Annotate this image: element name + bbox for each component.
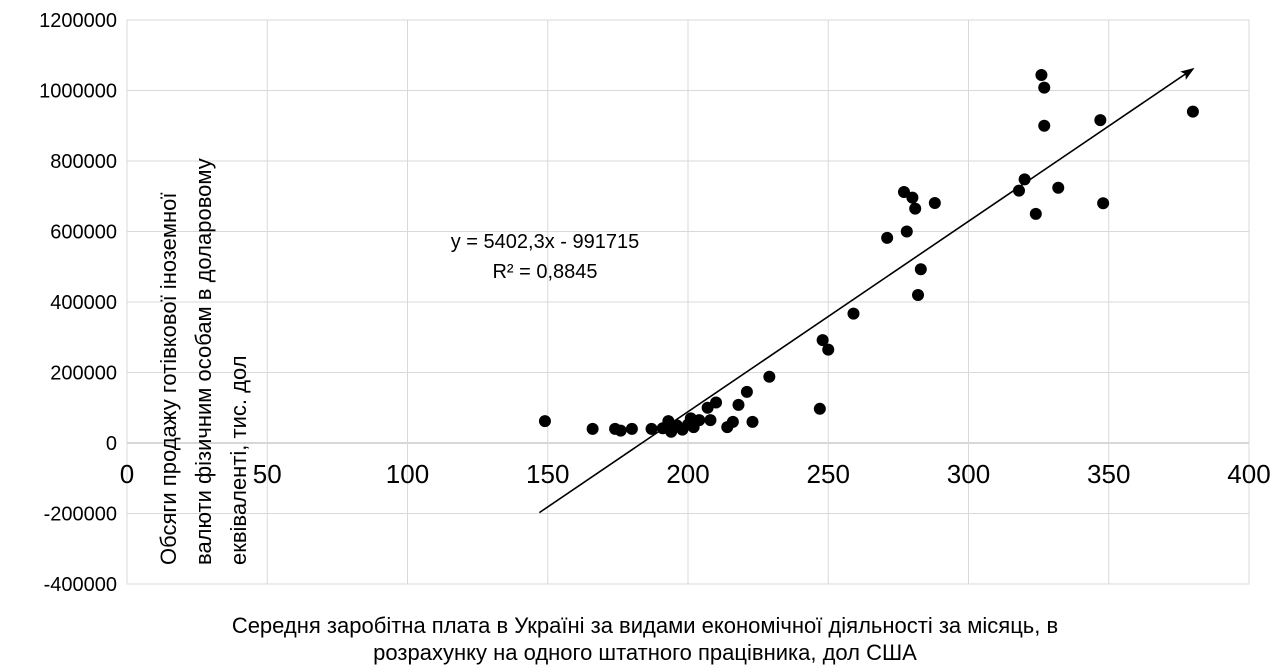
data-points bbox=[538, 68, 1199, 438]
data-point bbox=[813, 402, 826, 415]
data-point bbox=[704, 414, 717, 427]
data-point bbox=[928, 196, 941, 209]
y-axis-title-line-3: еквіваленті, тис. дол bbox=[226, 355, 251, 565]
x-tick-label: 100 bbox=[386, 459, 429, 489]
data-point bbox=[746, 415, 759, 428]
data-point bbox=[763, 370, 776, 383]
data-point bbox=[1012, 184, 1025, 197]
y-axis-title-line-2: валюти фізичним особам в доларовому bbox=[191, 158, 216, 565]
trendline-equation: y = 5402,3x - 991715 bbox=[451, 231, 639, 253]
y-tick-label: 400000 bbox=[50, 292, 117, 314]
x-tick-labels: 0 50 100 150 200 250 300 350 400 bbox=[120, 459, 1271, 489]
y-axis-title: Обсяги продажу готівкової іноземної валю… bbox=[156, 152, 251, 565]
x-tick-label: 300 bbox=[947, 459, 990, 489]
data-point bbox=[1094, 114, 1107, 127]
y-tick-label: 200000 bbox=[50, 363, 117, 385]
data-point bbox=[900, 225, 913, 238]
plot-area-border bbox=[126, 19, 1250, 585]
y-tick-label: -400000 bbox=[44, 574, 117, 596]
data-point bbox=[906, 191, 919, 204]
x-axis-title-line-2: розрахунку на одного штатного працівника… bbox=[373, 640, 917, 665]
trendline bbox=[538, 67, 1195, 514]
y-tick-label: 1000000 bbox=[39, 81, 117, 103]
data-point bbox=[1097, 197, 1110, 210]
data-point bbox=[740, 385, 753, 398]
data-point bbox=[816, 334, 829, 347]
data-point bbox=[693, 414, 706, 427]
x-tick-label: 50 bbox=[253, 459, 282, 489]
data-point bbox=[909, 202, 922, 215]
data-point bbox=[538, 415, 551, 428]
data-point bbox=[1038, 119, 1051, 132]
data-point bbox=[586, 422, 599, 435]
data-point bbox=[1029, 207, 1042, 220]
x-tick-label: 200 bbox=[666, 459, 709, 489]
x-tick-label: 250 bbox=[807, 459, 850, 489]
y-tick-label: 0 bbox=[106, 433, 117, 455]
y-tick-label: -200000 bbox=[44, 504, 117, 526]
x-tick-label: 400 bbox=[1227, 459, 1270, 489]
x-axis-title-line-1: Середня заробітна плата в Україні за вид… bbox=[232, 613, 1058, 638]
data-point bbox=[645, 422, 658, 435]
data-point bbox=[847, 307, 860, 320]
x-tick-label: 350 bbox=[1087, 459, 1130, 489]
data-point bbox=[914, 263, 927, 276]
data-point bbox=[897, 186, 910, 199]
x-tick-label: 150 bbox=[526, 459, 569, 489]
y-tick-label: 600000 bbox=[50, 222, 117, 244]
data-point bbox=[1186, 105, 1199, 118]
data-point bbox=[912, 288, 925, 301]
x-tick-label: 0 bbox=[120, 459, 134, 489]
y-tick-label: 800000 bbox=[50, 151, 117, 173]
data-point bbox=[625, 422, 638, 435]
data-point bbox=[822, 343, 835, 356]
data-point bbox=[726, 415, 739, 428]
y-tick-label: 1200000 bbox=[39, 10, 117, 32]
y-axis-title-line-1: Обсяги продажу готівкової іноземної bbox=[156, 192, 181, 565]
data-point bbox=[1018, 173, 1031, 186]
data-point bbox=[881, 231, 894, 244]
data-point bbox=[710, 396, 723, 409]
data-point bbox=[1052, 181, 1065, 194]
data-point bbox=[614, 424, 627, 437]
data-point bbox=[732, 398, 745, 411]
data-point bbox=[1038, 81, 1051, 94]
data-point bbox=[1035, 68, 1048, 81]
r-squared-label: R² = 0,8845 bbox=[492, 261, 597, 283]
y-tick-labels: -400000 -200000 0 200000 400000 600000 800000 1… bbox=[39, 10, 117, 596]
grid bbox=[126, 19, 1250, 585]
